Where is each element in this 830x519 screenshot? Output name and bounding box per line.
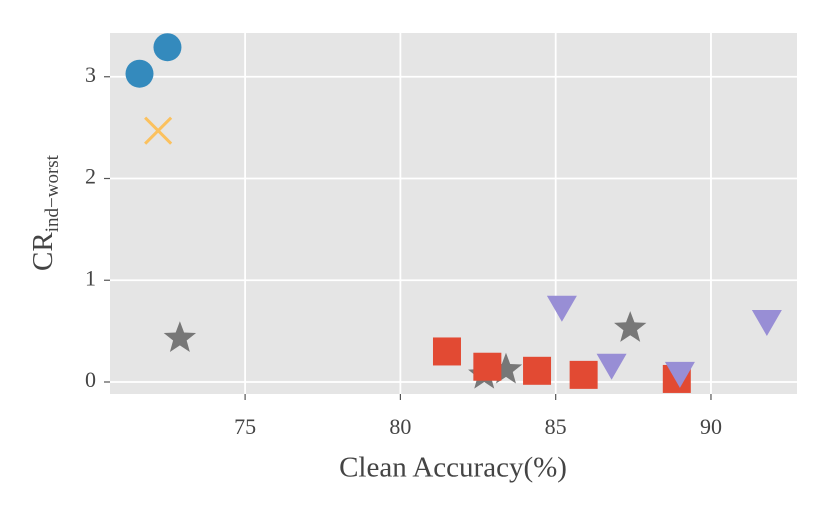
point (569, 360, 598, 389)
y-axis-label-main: CR (27, 232, 59, 271)
plot-area (110, 33, 797, 394)
y-tick-label: 0 (85, 367, 96, 392)
point (153, 33, 182, 62)
y-tick-label: 1 (85, 265, 96, 290)
y-tick-label: 3 (85, 62, 96, 87)
point (473, 352, 502, 381)
point (432, 337, 461, 366)
y-axis-label-sub: ind−worst (42, 154, 63, 232)
x-tick-label: 90 (700, 414, 722, 439)
point (546, 295, 577, 322)
point (163, 321, 197, 352)
y-axis-label: CRind−worst (27, 154, 64, 271)
y-tick-label: 2 (85, 164, 96, 189)
point (489, 352, 523, 384)
point (751, 309, 782, 336)
plot-background (110, 33, 797, 394)
x-axis-label: Clean Accuracy(%) (339, 452, 567, 484)
point (614, 311, 647, 342)
point (125, 59, 154, 88)
point (664, 361, 695, 388)
x-tick-label: 75 (234, 414, 256, 439)
x-tick-label: 85 (545, 414, 567, 439)
point (596, 353, 627, 380)
point (144, 116, 173, 145)
point (523, 356, 552, 385)
x-tick-label: 80 (389, 414, 411, 439)
